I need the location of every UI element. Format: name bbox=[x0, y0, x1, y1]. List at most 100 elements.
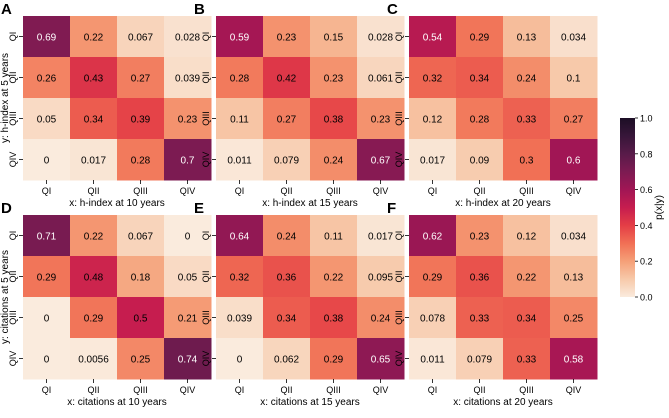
heatmap-cell-a-3-0 bbox=[23, 139, 71, 181]
cell-label-a-0-0: 0.69 bbox=[37, 33, 57, 44]
cell-label-f-3-3: 0.58 bbox=[564, 355, 584, 366]
heatmap-cell-e-0-1 bbox=[263, 215, 311, 257]
x-tick-label-f-1: QII bbox=[473, 385, 485, 395]
heatmap-cell-f-0-1 bbox=[456, 215, 504, 257]
colorbar-tick-label-0: 0.0 bbox=[640, 293, 653, 303]
cell-label-f-3-0: 0.011 bbox=[420, 355, 445, 366]
heatmap-cell-d-1-0 bbox=[23, 256, 71, 298]
heatmap-cell-f-3-2 bbox=[503, 338, 551, 380]
cell-label-f-3-1: 0.079 bbox=[467, 355, 492, 366]
cell-label-f-0-0: 0.62 bbox=[423, 232, 443, 243]
cell-label-e-0-1: 0.24 bbox=[277, 232, 297, 243]
x-tick-label-c-3: QIV bbox=[566, 186, 582, 196]
cell-label-b-2-3: 0.23 bbox=[371, 115, 391, 126]
heatmap-cell-a-1-1 bbox=[70, 57, 118, 99]
x-tick-label-c-2: QIII bbox=[519, 186, 534, 196]
y-tick-label-f-3: QIV bbox=[394, 351, 404, 367]
cell-label-a-1-0: 0.26 bbox=[37, 74, 57, 85]
heatmap-cell-d-1-2 bbox=[117, 256, 165, 298]
cell-label-a-0-3: 0.028 bbox=[175, 33, 200, 44]
heatmap-cell-f-2-3 bbox=[550, 297, 598, 339]
heatmap-cell-a-1-2 bbox=[117, 57, 165, 99]
heatmap-cell-c-0-3 bbox=[550, 16, 598, 58]
y-tick-label-e-1: QII bbox=[201, 270, 211, 282]
heatmap-cell-a-0-2 bbox=[117, 16, 165, 58]
heatmap-cell-c-1-3 bbox=[550, 57, 598, 99]
x-tick-label-b-1: QII bbox=[280, 186, 292, 196]
heatmap-cell-d-3-3 bbox=[164, 338, 212, 380]
heatmap-cell-f-0-2 bbox=[503, 215, 551, 257]
cell-label-e-0-3: 0.017 bbox=[368, 232, 393, 243]
cell-label-d-0-0: 0.71 bbox=[37, 232, 57, 243]
cell-label-e-0-2: 0.11 bbox=[324, 232, 343, 243]
cell-label-c-3-2: 0.3 bbox=[520, 156, 534, 167]
cell-label-c-2-0: 0.12 bbox=[423, 115, 443, 126]
y-tick-label-d-2: QIII bbox=[8, 310, 18, 325]
panel-letter-d: D bbox=[1, 200, 12, 217]
cell-label-e-2-2: 0.38 bbox=[324, 314, 344, 325]
cell-label-d-3-0: 0 bbox=[44, 355, 50, 366]
heatmap-cell-d-0-1 bbox=[70, 215, 118, 257]
heatmap-cell-c-3-0 bbox=[409, 139, 457, 181]
heatmap-cell-c-1-2 bbox=[503, 57, 551, 99]
heatmap-cell-a-3-3 bbox=[164, 139, 212, 181]
cell-label-e-2-0: 0.039 bbox=[227, 314, 252, 325]
x-tick-label-d-3: QIV bbox=[180, 385, 196, 395]
cell-label-d-1-0: 0.29 bbox=[37, 273, 57, 284]
cell-label-c-0-2: 0.13 bbox=[517, 33, 537, 44]
heatmap-cell-c-2-1 bbox=[456, 98, 504, 140]
heatmap-cell-b-1-1 bbox=[263, 57, 311, 99]
heatmap-cell-d-3-2 bbox=[117, 338, 165, 380]
x-tick-label-b-0: QI bbox=[235, 186, 245, 196]
cell-label-c-1-1: 0.34 bbox=[470, 74, 490, 85]
heatmap-cell-a-0-3 bbox=[164, 16, 212, 58]
cell-label-c-3-0: 0.017 bbox=[420, 156, 445, 167]
y-tick-label-c-3: QIV bbox=[394, 152, 404, 168]
heatmap-cell-e-3-2 bbox=[310, 338, 358, 380]
heatmap-cell-f-2-0 bbox=[409, 297, 457, 339]
heatmap-cell-a-0-0 bbox=[23, 16, 71, 58]
cell-label-b-1-2: 0.23 bbox=[324, 74, 344, 85]
heatmap-cell-d-0-3 bbox=[164, 215, 212, 257]
heatmap-cell-b-0-1 bbox=[263, 16, 311, 58]
heatmap-cell-b-3-2 bbox=[310, 139, 358, 181]
y-tick-label-b-1: QII bbox=[201, 71, 211, 83]
heatmap-cell-c-0-1 bbox=[456, 16, 504, 58]
cell-label-b-0-1: 0.23 bbox=[277, 33, 297, 44]
heatmap-cell-b-3-3 bbox=[357, 139, 405, 181]
heatmap-cell-f-1-0 bbox=[409, 256, 457, 298]
heatmap-cell-e-1-2 bbox=[310, 256, 358, 298]
heatmap-cell-a-3-1 bbox=[70, 139, 118, 181]
colorbar-tick-label-3: 0.6 bbox=[640, 185, 653, 195]
cell-label-d-2-2: 0.5 bbox=[134, 314, 148, 325]
cell-label-b-3-1: 0.079 bbox=[274, 156, 299, 167]
cell-label-f-1-0: 0.29 bbox=[423, 273, 443, 284]
heatmap-cell-e-2-3 bbox=[357, 297, 405, 339]
cell-label-d-2-3: 0.21 bbox=[178, 314, 198, 325]
cell-label-a-0-2: 0.067 bbox=[128, 33, 153, 44]
heatmap-cell-a-2-2 bbox=[117, 98, 165, 140]
heatmap-cell-a-2-0 bbox=[23, 98, 71, 140]
heatmap-cell-e-3-1 bbox=[263, 338, 311, 380]
y-axis-label-a: y: h-index at 5 years bbox=[0, 53, 11, 143]
x-tick-label-e-1: QII bbox=[280, 385, 292, 395]
cell-label-f-2-3: 0.25 bbox=[564, 314, 584, 325]
y-tick-label-f-2: QIII bbox=[394, 310, 404, 325]
cell-label-c-3-1: 0.09 bbox=[470, 156, 490, 167]
heatmap-cell-b-0-2 bbox=[310, 16, 358, 58]
heatmap-cell-b-2-0 bbox=[216, 98, 264, 140]
x-tick-label-d-2: QIII bbox=[133, 385, 148, 395]
y-tick-label-b-0: QI bbox=[201, 32, 211, 42]
heatmap-cell-b-0-0 bbox=[216, 16, 264, 58]
heatmap-cell-a-0-1 bbox=[70, 16, 118, 58]
cell-label-d-1-2: 0.18 bbox=[131, 273, 151, 284]
cell-label-d-3-2: 0.25 bbox=[131, 355, 151, 366]
cell-label-e-3-3: 0.65 bbox=[371, 355, 391, 366]
cell-label-e-3-1: 0.062 bbox=[274, 355, 299, 366]
cell-label-d-3-1: 0.0056 bbox=[78, 355, 109, 366]
cell-label-c-1-2: 0.24 bbox=[517, 74, 537, 85]
cell-label-d-0-2: 0.067 bbox=[128, 232, 153, 243]
cell-label-f-0-2: 0.12 bbox=[517, 232, 537, 243]
cell-label-f-2-1: 0.33 bbox=[470, 314, 490, 325]
x-tick-label-e-2: QIII bbox=[326, 385, 341, 395]
